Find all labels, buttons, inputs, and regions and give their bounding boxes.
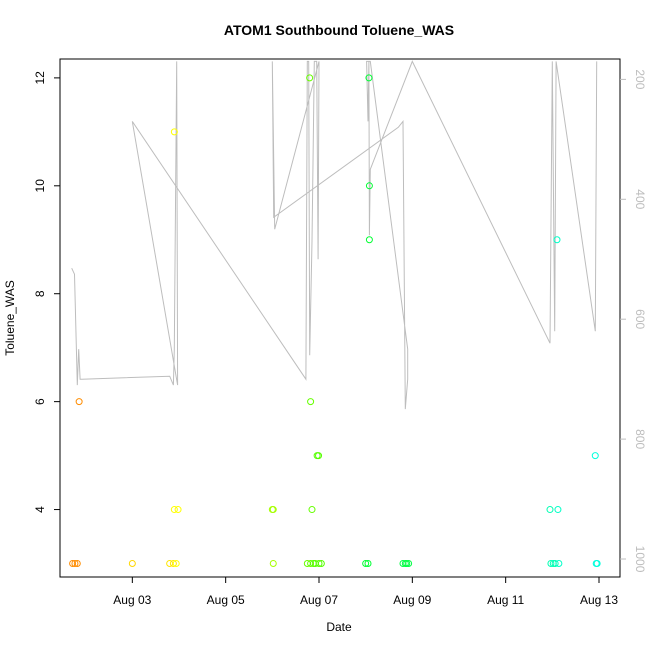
data-point: [306, 74, 314, 82]
x-tick-label: Aug 05: [207, 593, 245, 607]
data-point: [308, 506, 316, 514]
y-axis-label: Toluene_WAS: [3, 280, 17, 356]
x-axis: Aug 03 Aug 05 Aug 07 Aug 09 Aug 11 Aug 13: [113, 577, 618, 607]
data-point: [547, 560, 555, 568]
data-point: [364, 560, 372, 568]
data-point: [403, 560, 411, 568]
data-point: [554, 506, 562, 514]
data-point: [555, 560, 563, 568]
secondary-y-tick-label: 200: [633, 69, 647, 89]
y-tick-label: 12: [33, 71, 47, 85]
secondary-series-line: [71, 60, 598, 410]
y-tick-label: 4: [33, 506, 47, 513]
data-point: [317, 560, 325, 568]
data-point: [551, 560, 559, 568]
secondary-series-polyline: [71, 60, 598, 410]
data-point: [315, 560, 323, 568]
data-point: [405, 560, 413, 568]
data-point: [315, 452, 323, 460]
data-point: [170, 506, 178, 514]
data-point: [307, 560, 315, 568]
x-tick-label: Aug 11: [487, 593, 524, 607]
data-point: [169, 560, 177, 568]
data-point: [69, 560, 77, 568]
x-tick-label: Aug 07: [300, 593, 338, 607]
y-tick-label: 6: [33, 398, 47, 405]
data-point: [128, 560, 136, 568]
data-point: [75, 398, 83, 406]
y-axis: 4 6 8 10 12: [33, 71, 60, 513]
data-point: [307, 398, 315, 406]
data-point: [71, 560, 79, 568]
data-point: [365, 182, 373, 190]
data-point: [269, 506, 277, 514]
secondary-y-tick-label: 800: [633, 429, 647, 449]
x-tick-label: Aug 13: [580, 593, 618, 607]
data-point: [362, 560, 370, 568]
secondary-y-tick-label: 400: [633, 189, 647, 209]
secondary-y-tick-label: 1000: [633, 546, 647, 573]
data-point: [170, 128, 178, 136]
y-tick-label: 8: [33, 290, 47, 297]
data-point: [73, 560, 81, 568]
data-points: [69, 74, 601, 568]
y-tick-label: 10: [33, 179, 47, 193]
data-point: [365, 236, 373, 244]
data-point: [174, 506, 182, 514]
x-tick-label: Aug 09: [393, 593, 431, 607]
data-point: [546, 506, 554, 514]
chart-title: ATOM1 Southbound Toluene_WAS: [224, 22, 454, 38]
plot-frame: [59, 58, 621, 578]
data-point: [172, 560, 180, 568]
x-tick-label: Aug 03: [113, 593, 151, 607]
data-point: [166, 560, 174, 568]
secondary-y-tick-label: 600: [633, 309, 647, 329]
data-point: [365, 74, 373, 82]
data-point: [269, 560, 277, 568]
data-point: [553, 236, 561, 244]
data-point: [591, 452, 599, 460]
data-point: [593, 560, 601, 568]
x-axis-label: Date: [326, 620, 352, 634]
secondary-y-axis: 200 400 600 800 1000: [620, 69, 647, 573]
